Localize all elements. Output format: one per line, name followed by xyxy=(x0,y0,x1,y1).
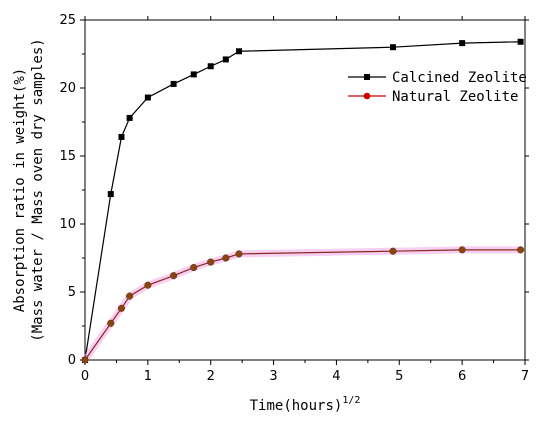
legend: Calcined Zeolite Natural Zeolite xyxy=(348,70,527,105)
y-axis-title-line2: (Mass water / Mass oven dry samples) xyxy=(30,38,46,341)
legend-marker-square xyxy=(364,74,370,80)
series-highlight xyxy=(82,246,521,363)
x-tick-label: 4 xyxy=(332,369,340,384)
x-axis-title-main: Time(hours) xyxy=(250,398,343,414)
y-tick-label: 0 xyxy=(68,353,76,368)
data-point xyxy=(458,246,466,254)
y-tick-label: 10 xyxy=(59,217,76,232)
data-point xyxy=(517,246,525,254)
legend-label: Natural Zeolite xyxy=(392,89,518,105)
y-tick-label: 25 xyxy=(59,13,76,28)
data-point xyxy=(207,258,215,266)
series-calcined-zeolite xyxy=(82,38,524,363)
data-point xyxy=(459,40,466,47)
y-tick-label: 15 xyxy=(59,149,76,164)
data-point xyxy=(390,44,396,51)
legend-label: Calcined Zeolite xyxy=(392,70,527,86)
data-point xyxy=(235,250,243,258)
legend-marker-circle xyxy=(363,92,371,100)
series-line xyxy=(84,249,521,361)
axes: 0 1 2 3 4 5 6 7 0 5 10 15 20 25 xyxy=(59,13,529,384)
y-tick-label: 20 xyxy=(59,81,76,96)
x-tick-label: 0 xyxy=(81,369,89,384)
x-tick-label: 5 xyxy=(395,369,403,384)
data-point xyxy=(107,319,115,327)
data-point xyxy=(81,356,89,364)
data-point xyxy=(144,281,152,289)
data-point xyxy=(207,63,214,70)
x-axis-title-superscript: 1/2 xyxy=(342,395,360,406)
x-tick-label: 2 xyxy=(207,369,215,384)
x-axis-title: Time(hours)1/2 xyxy=(250,395,361,414)
data-point xyxy=(126,114,133,121)
data-point xyxy=(236,48,242,55)
x-tick-label: 3 xyxy=(269,369,277,384)
y-tick-label: 5 xyxy=(68,285,76,300)
y-axis-title-line1: Absorption ratio in weight(%) xyxy=(12,68,28,312)
data-point xyxy=(222,56,229,63)
data-point xyxy=(389,247,397,255)
x-tick-label: 1 xyxy=(144,369,152,384)
data-point xyxy=(517,38,524,45)
x-tick-label: 6 xyxy=(458,369,466,384)
data-point xyxy=(118,133,125,140)
data-point xyxy=(126,292,134,300)
data-point xyxy=(170,272,178,280)
data-point xyxy=(190,71,197,78)
data-point xyxy=(190,263,198,272)
data-point xyxy=(117,304,126,312)
series-natural-zeolite xyxy=(81,246,525,364)
data-point xyxy=(144,94,151,101)
plot-area xyxy=(81,38,525,364)
data-point xyxy=(170,80,177,87)
data-point xyxy=(107,191,114,198)
data-point xyxy=(222,254,230,262)
x-tick-label: 7 xyxy=(521,369,529,384)
